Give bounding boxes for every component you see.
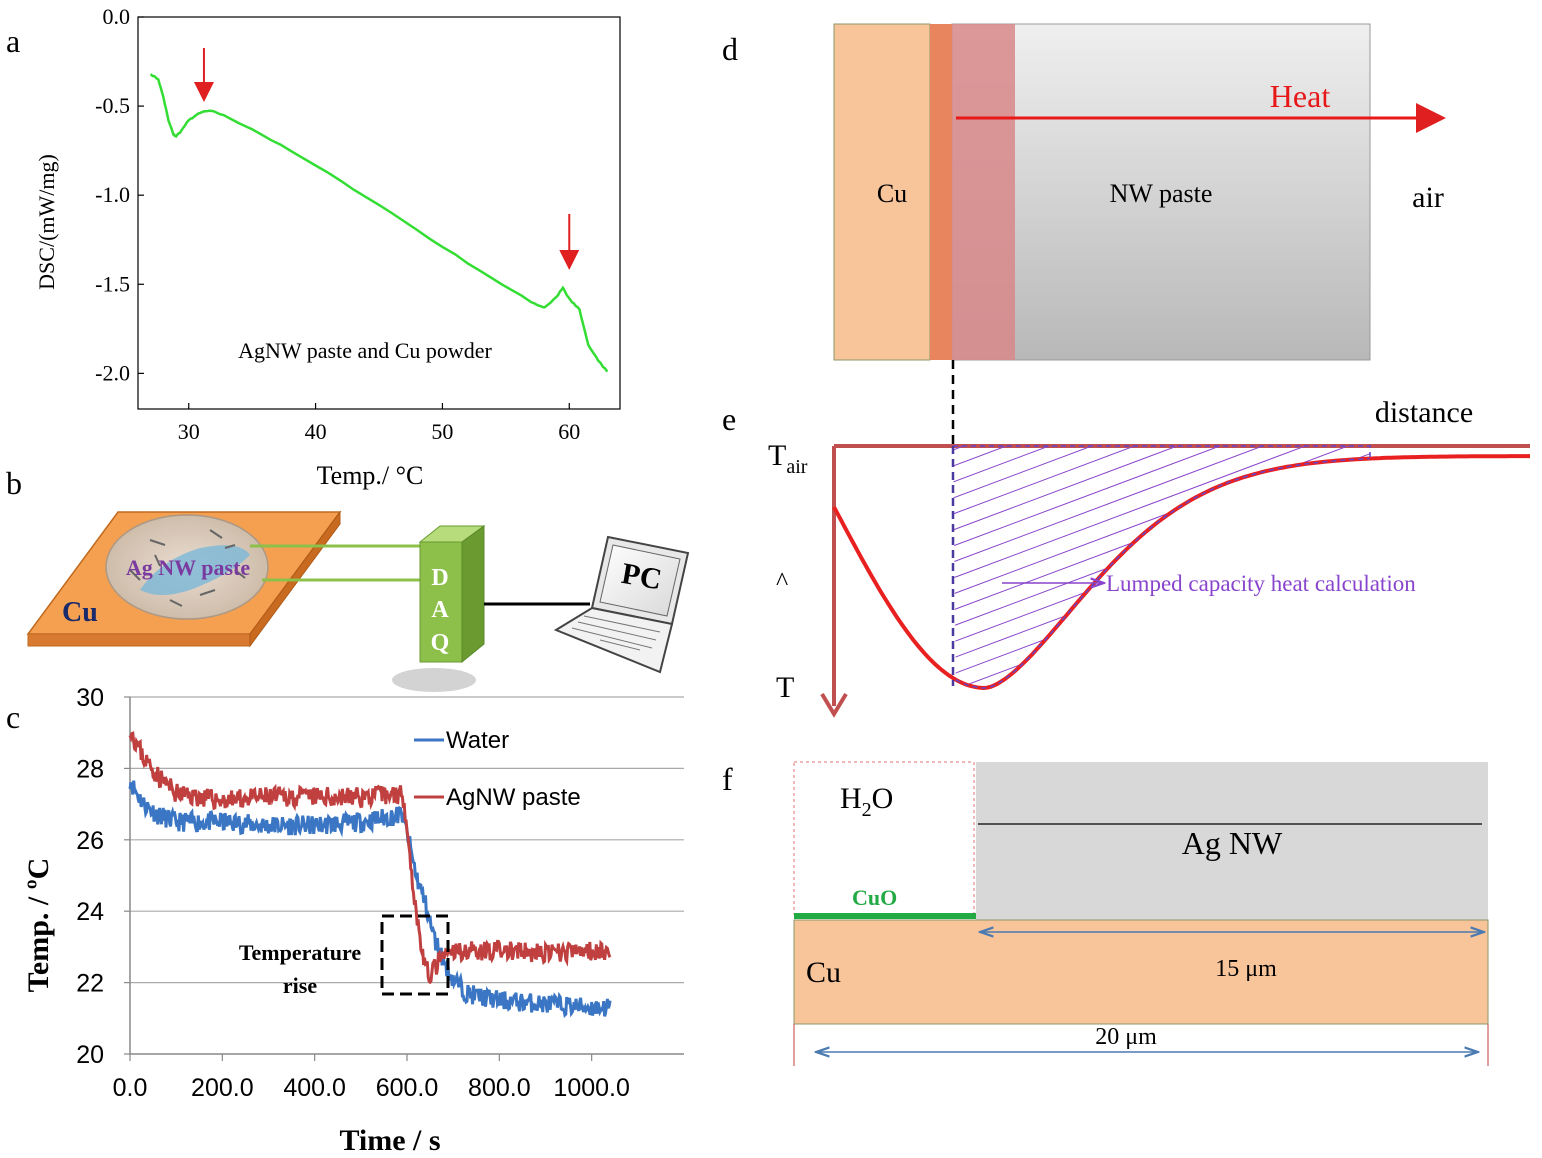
panel-letter-b: b xyxy=(6,465,22,501)
cu-plate-front xyxy=(27,633,251,647)
cuo-label: CuO xyxy=(852,885,897,910)
daq-letter-d: D xyxy=(431,565,448,591)
hatch-line xyxy=(953,446,1370,515)
dimension-15um-label: 15 μm xyxy=(1215,956,1277,982)
dsc-arrows xyxy=(193,48,580,270)
x-tick-label-a: 50 xyxy=(431,419,453,444)
dsc-curve xyxy=(149,73,609,373)
agnw-region xyxy=(976,762,1488,920)
y-tick-label-a: -1.5 xyxy=(95,271,130,296)
x-tick-label-c: 0.0 xyxy=(113,1074,148,1102)
agnw-label-f: Ag NW xyxy=(1182,825,1283,861)
cu-label-d: Cu xyxy=(877,179,907,208)
laptop-screen xyxy=(599,544,681,617)
grid-c xyxy=(129,696,684,1055)
h2o-label: H2O xyxy=(840,782,893,821)
y-tick-label-a: -2.0 xyxy=(95,360,130,385)
hatch-line xyxy=(953,446,1370,579)
daq-letter-a: A xyxy=(431,597,449,623)
cu-block-d xyxy=(833,23,931,361)
x-tick-label-c: 1000.0 xyxy=(553,1074,629,1102)
panel-a: a 0.0 -0.5 -1.0 -1.5 -2.0 30 40 50 60 AgNW past… xyxy=(6,4,621,490)
cu-substrate-f xyxy=(793,919,1489,1025)
y-axis-label-c: Temp. / ºC xyxy=(22,858,55,993)
x-axis-label-a: Temp./ °C xyxy=(317,461,424,490)
hatch-line xyxy=(953,446,1370,547)
x-axis-label-c: Time / s xyxy=(339,1124,440,1157)
x-tick-label-c: 600.0 xyxy=(376,1074,439,1102)
water-series-line xyxy=(128,780,612,1019)
y-tick-label-c: 30 xyxy=(76,684,104,712)
y-tick-label-c: 28 xyxy=(76,755,104,783)
panel-letter-a: a xyxy=(6,23,20,59)
hatch-line xyxy=(953,446,1370,483)
legend-label-water: Water xyxy=(446,727,509,754)
x-tick-label-a: 40 xyxy=(305,419,327,444)
t-label: T xyxy=(776,671,794,704)
y-ticks-c: 20 22 24 26 28 30 xyxy=(76,684,130,1069)
temperature-rise-label-2: rise xyxy=(283,973,317,998)
x-tick-label-a: 30 xyxy=(178,419,200,444)
panel-letter-d: d xyxy=(722,31,738,67)
hatch-top-dashed xyxy=(953,445,1371,458)
daq-letter-q: Q xyxy=(431,630,450,656)
y-ticks-a: 0.0 -0.5 -1.0 -1.5 -2.0 xyxy=(95,4,144,385)
agnw-paste-label: Ag NW paste xyxy=(126,555,251,580)
dsc-annotation: AgNW paste and Cu powder xyxy=(238,338,492,363)
temperature-axis-arrowhead xyxy=(820,692,848,718)
hatch-line xyxy=(953,446,1370,499)
h2o-region xyxy=(793,761,975,915)
y-tick-label-a: 0.0 xyxy=(103,4,131,29)
laptop-keyboard xyxy=(571,615,661,651)
x-tick-label-c: 800.0 xyxy=(468,1074,531,1102)
x-tick-label-c: 200.0 xyxy=(191,1074,254,1102)
cu-label-b: Cu xyxy=(62,597,98,628)
hot-zone xyxy=(952,24,1015,360)
x-tick-label-c: 400.0 xyxy=(283,1074,346,1102)
x-ticks-a: 30 40 50 60 xyxy=(178,403,580,444)
y-tick-label-c: 20 xyxy=(76,1041,104,1069)
panel-b: b Ag NW paste Cu D A Q xyxy=(6,465,690,692)
nw-paste-label: NW paste xyxy=(1110,179,1213,208)
axis-caret: ^ xyxy=(776,567,788,596)
y-tick-label-c: 22 xyxy=(76,970,104,998)
y-tick-label-c: 26 xyxy=(76,827,104,855)
cu-interface-layer xyxy=(930,24,952,360)
y-axis-label-a: DSC/(mW/mg) xyxy=(34,154,59,290)
panel-letter-f: f xyxy=(722,761,733,797)
y-tick-label-a: -1.0 xyxy=(95,182,130,207)
nanowire-strokes xyxy=(129,529,246,607)
panel-letter-e: e xyxy=(722,401,736,437)
cu-label-f: Cu xyxy=(806,956,841,989)
panel-letter-c: c xyxy=(6,699,20,735)
x-tick-label-a: 60 xyxy=(558,419,580,444)
agnw-series-line xyxy=(128,731,612,985)
y-tick-label-c: 24 xyxy=(76,898,104,926)
thermocouple-probe xyxy=(140,545,250,595)
temperature-rise-label-1: Temperature xyxy=(239,940,361,965)
panel-c: c 20 22 24 26 28 30 0.0 200.0 400.0 600.0 800.0 10… xyxy=(6,684,684,1157)
t-air-label: Tair xyxy=(768,439,808,478)
pc-label: PC xyxy=(619,557,664,596)
hatch-line xyxy=(953,446,1370,531)
panel-d: d Cu NW paste air Heat xyxy=(722,23,1446,446)
plot-frame-a xyxy=(137,16,621,410)
y-tick-label-a: -0.5 xyxy=(95,93,130,118)
hatch-line xyxy=(953,446,1370,563)
lumped-capacity-label: Lumped capacity heat calculation xyxy=(1106,571,1416,596)
legend-label-agnw: AgNW paste xyxy=(446,784,581,811)
daq-shadow xyxy=(392,668,476,692)
dimension-20um-label: 20 μm xyxy=(1095,1024,1157,1050)
daq-side xyxy=(461,525,485,664)
panel-f: f H2O Ag NW CuO Cu 15 μm 20 μm xyxy=(722,761,1489,1066)
distance-label: distance xyxy=(1375,396,1473,429)
nw-paste-region xyxy=(951,23,1371,361)
heat-label: Heat xyxy=(1270,78,1331,114)
x-ticks-c: 0.0 200.0 400.0 600.0 800.0 1000.0 xyxy=(113,1054,630,1102)
air-label: air xyxy=(1412,181,1444,214)
